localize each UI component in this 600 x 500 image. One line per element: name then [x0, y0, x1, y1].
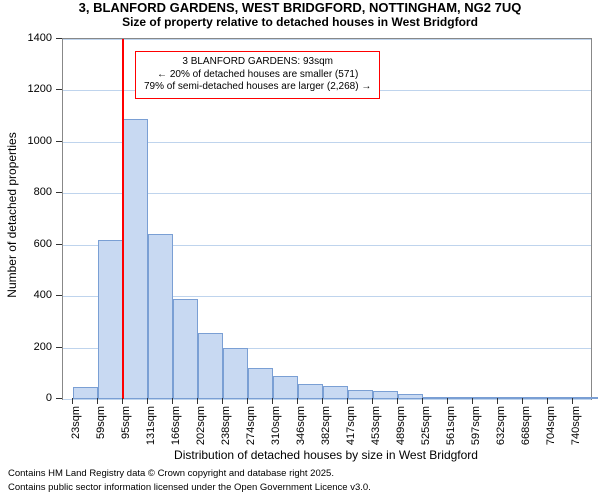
x-tick-label: 59sqm — [95, 406, 107, 439]
x-tick — [122, 398, 123, 404]
x-tick — [172, 398, 173, 404]
x-tick — [322, 398, 323, 404]
histogram-bar — [298, 384, 323, 399]
x-tick-label: 417sqm — [345, 406, 357, 445]
y-tick-label: 800 — [0, 186, 52, 198]
histogram-bar — [323, 386, 348, 399]
x-tick — [197, 398, 198, 404]
annotation-line1: 3 BLANFORD GARDENS: 93sqm — [144, 56, 371, 69]
y-tick-label: 400 — [0, 289, 52, 301]
x-tick — [522, 398, 523, 404]
y-tick — [56, 347, 62, 348]
x-tick-label: 382sqm — [320, 406, 332, 445]
y-tick — [56, 244, 62, 245]
histogram-bar — [373, 391, 398, 399]
y-tick — [56, 192, 62, 193]
annotation-line2: ← 20% of detached houses are smaller (57… — [144, 69, 371, 82]
x-tick — [272, 398, 273, 404]
histogram-bar — [348, 390, 373, 399]
x-tick-label: 668sqm — [520, 406, 532, 445]
y-tick — [56, 295, 62, 296]
histogram-bar — [198, 333, 223, 399]
y-tick-label: 0 — [0, 392, 52, 404]
histogram-bar — [548, 397, 573, 399]
histogram-bar — [173, 299, 198, 399]
y-tick — [56, 89, 62, 90]
x-tick — [447, 398, 448, 404]
x-tick-label: 274sqm — [245, 406, 257, 445]
x-tick — [497, 398, 498, 404]
x-tick-label: 597sqm — [470, 406, 482, 445]
y-tick-label: 1000 — [0, 135, 52, 147]
histogram-bar — [448, 397, 473, 399]
histogram-bar — [423, 397, 448, 399]
histogram-bar — [223, 348, 248, 399]
property-marker-line — [122, 39, 124, 399]
chart-title-line1: 3, BLANFORD GARDENS, WEST BRIDGFORD, NOT… — [0, 0, 600, 15]
footnote-line2: Contains public sector information licen… — [8, 482, 371, 493]
x-tick-label: 346sqm — [295, 406, 307, 445]
x-tick — [147, 398, 148, 404]
x-tick — [72, 398, 73, 404]
histogram-bar — [498, 397, 523, 399]
x-tick-label: 310sqm — [270, 406, 282, 445]
histogram-bar — [573, 397, 598, 399]
histogram-bar — [473, 397, 498, 399]
x-tick — [547, 398, 548, 404]
y-tick — [56, 141, 62, 142]
x-axis-label: Distribution of detached houses by size … — [62, 448, 590, 462]
x-tick-label: 632sqm — [495, 406, 507, 445]
x-tick-label: 489sqm — [395, 406, 407, 445]
x-tick-label: 561sqm — [445, 406, 457, 445]
histogram-bar — [98, 240, 123, 399]
histogram-bar — [398, 394, 423, 399]
footnote-line1: Contains HM Land Registry data © Crown c… — [8, 468, 334, 479]
x-tick-label: 95sqm — [120, 406, 132, 439]
x-tick — [347, 398, 348, 404]
x-tick-label: 202sqm — [195, 406, 207, 445]
histogram-bar — [248, 368, 273, 399]
histogram-bar — [273, 376, 298, 399]
y-tick — [56, 38, 62, 39]
x-tick — [372, 398, 373, 404]
x-tick — [297, 398, 298, 404]
x-tick-label: 525sqm — [420, 406, 432, 445]
x-tick-label: 23sqm — [70, 406, 82, 439]
x-tick-label: 238sqm — [220, 406, 232, 445]
x-tick — [247, 398, 248, 404]
x-tick-label: 453sqm — [370, 406, 382, 445]
y-tick — [56, 398, 62, 399]
histogram-bar — [123, 119, 148, 399]
x-tick — [472, 398, 473, 404]
gridline — [63, 39, 591, 40]
x-tick-label: 704sqm — [545, 406, 557, 445]
x-tick — [97, 398, 98, 404]
x-tick — [572, 398, 573, 404]
annotation-line3: 79% of semi-detached houses are larger (… — [144, 81, 371, 94]
y-tick-label: 200 — [0, 341, 52, 353]
plot-area: 3 BLANFORD GARDENS: 93sqm ← 20% of detac… — [62, 38, 592, 400]
y-tick-label: 1200 — [0, 83, 52, 95]
y-tick-label: 1400 — [0, 32, 52, 44]
x-tick — [422, 398, 423, 404]
x-tick-label: 131sqm — [145, 406, 157, 445]
gridline — [63, 399, 591, 400]
annotation-box: 3 BLANFORD GARDENS: 93sqm ← 20% of detac… — [135, 51, 380, 99]
x-tick-label: 740sqm — [570, 406, 582, 445]
x-tick-label: 166sqm — [170, 406, 182, 445]
histogram-bar — [523, 397, 548, 399]
histogram-bar — [73, 387, 98, 399]
histogram-bar — [148, 234, 173, 399]
chart-title-line2: Size of property relative to detached ho… — [0, 15, 600, 29]
x-tick — [222, 398, 223, 404]
chart-container: 3, BLANFORD GARDENS, WEST BRIDGFORD, NOT… — [0, 0, 600, 500]
x-tick — [397, 398, 398, 404]
y-tick-label: 600 — [0, 238, 52, 250]
